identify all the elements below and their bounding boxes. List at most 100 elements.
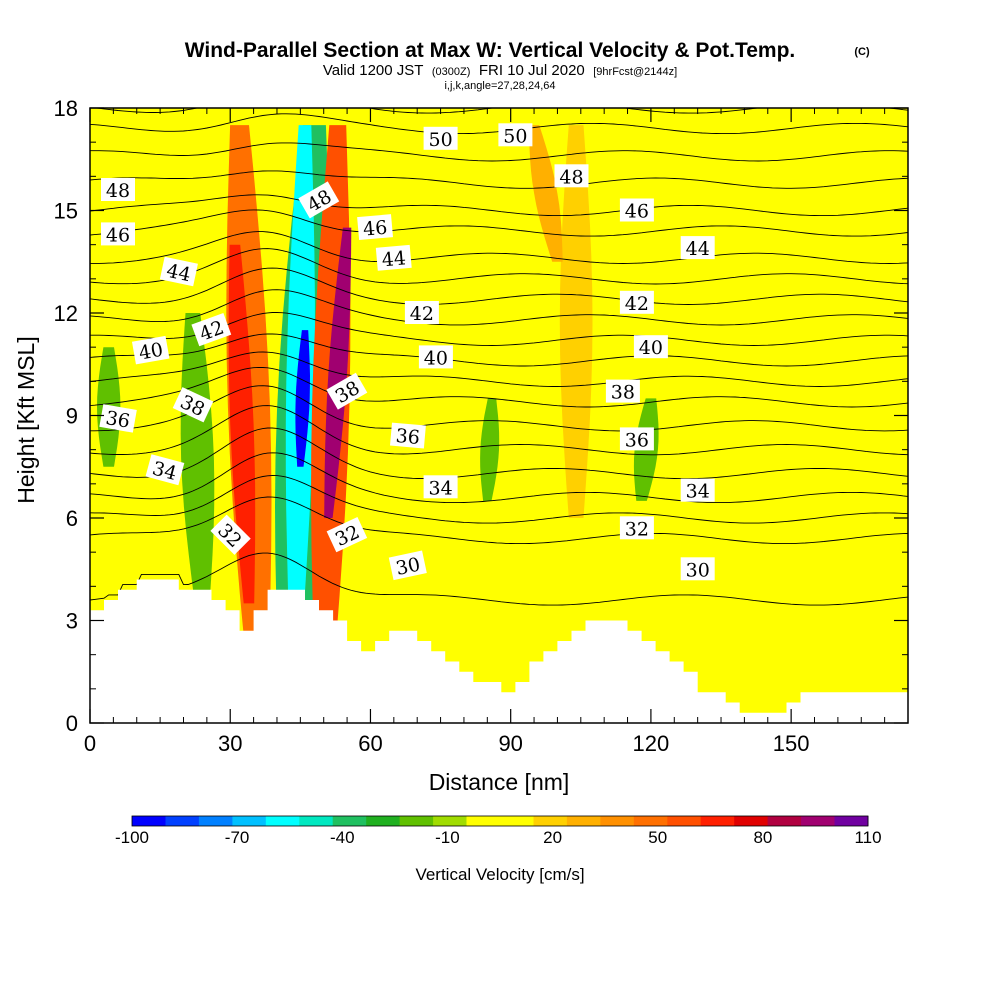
y-tick-label: 9 — [66, 404, 78, 429]
isentrope-label-box — [605, 379, 640, 403]
isentrope-label-46: 46 — [619, 198, 654, 223]
colorbar-swatch — [232, 816, 267, 826]
isentrope-label-text: 50 — [429, 129, 453, 151]
terrain-mask — [90, 579, 908, 723]
isentrope-42 — [90, 267, 908, 305]
isentrope-label-box — [390, 422, 426, 449]
isentrope-39 — [90, 333, 908, 367]
isentrope-31 — [90, 496, 908, 545]
isentrope-label-text: 50 — [503, 125, 527, 147]
isentrope-label-34: 34 — [145, 454, 185, 486]
isentrope-label-box — [326, 517, 368, 553]
isentrope-label-text: 48 — [559, 166, 583, 188]
isentrope-label-text: 30 — [686, 559, 710, 581]
isentrope-label-box — [191, 313, 232, 347]
isentrope-label-44: 44 — [159, 256, 198, 287]
chart-subtitle: Valid 1200 JST (0300Z) FRI 10 Jul 2020 [… — [323, 62, 677, 79]
isentrope-label-text: 42 — [625, 293, 649, 315]
isentrope-label-box — [423, 126, 458, 150]
isentrope-36 — [90, 385, 908, 432]
colorbar-swatch — [633, 816, 668, 826]
isentrope-label-44: 44 — [680, 236, 715, 260]
colorbar-tick-label: 80 — [753, 828, 772, 847]
isentrope-label-38: 38 — [605, 379, 640, 404]
chart-title: Wind-Parallel Section at Max W: Vertical… — [185, 39, 796, 62]
y-tick-label: 6 — [66, 506, 78, 531]
isentrope-label-48: 48 — [101, 178, 135, 202]
isentrope-label-box — [680, 557, 715, 581]
colorbar-swatch — [834, 816, 869, 826]
shading-cell-2 — [295, 330, 310, 467]
isentrope-label-40: 40 — [131, 335, 170, 365]
y-tick-label: 3 — [66, 609, 78, 634]
isentrope-label-40: 40 — [633, 335, 668, 359]
subtitle-valid-time: Valid 1200 JST — [323, 62, 424, 79]
colorbar-swatch — [734, 816, 769, 826]
isentrope-label-50: 50 — [498, 123, 533, 147]
colorbar-swatch — [165, 816, 200, 826]
colorbar-swatch — [366, 816, 401, 826]
isentrope-label-48: 48 — [554, 164, 589, 188]
x-tick-label: 0 — [84, 731, 96, 756]
isentrope-label-46: 46 — [357, 214, 393, 241]
isentrope-label-42: 42 — [404, 301, 439, 325]
isentrope-label-48: 48 — [298, 181, 340, 219]
isentrope-label-box — [633, 335, 668, 359]
x-tick-label: 150 — [773, 731, 810, 756]
isentrope-label-box — [498, 123, 533, 147]
isentrope-label-text: 36 — [104, 407, 132, 433]
colorbar-swatch — [299, 816, 334, 826]
isentrope-34 — [90, 427, 908, 480]
isentrope-45 — [90, 209, 908, 237]
isentrope-label-text: 44 — [381, 247, 407, 271]
isentrope-37 — [90, 366, 908, 408]
isentrope-label-box — [357, 214, 393, 241]
isentrope-label-text: 36 — [625, 429, 649, 451]
isentrope-label-36: 36 — [390, 422, 426, 449]
isentrope-label-46: 46 — [101, 222, 135, 246]
x-axis-label: Distance [nm] — [429, 769, 570, 795]
isentrope-label-box — [172, 387, 214, 423]
isentrope-label-box — [619, 290, 654, 314]
isentrope-label-42: 42 — [619, 290, 654, 315]
x-tick-label: 30 — [218, 731, 242, 756]
isentrope-lines — [90, 108, 908, 606]
isentrope-label-42: 42 — [191, 313, 232, 347]
isentrope-38 — [90, 351, 908, 387]
y-tick-label: 15 — [54, 199, 78, 224]
colorbar-tick-label: -40 — [330, 828, 355, 847]
isentrope-label-box — [418, 345, 453, 369]
isentrope-label-text: 48 — [106, 180, 130, 202]
colorbar-swatch — [198, 816, 233, 826]
isentrope-label-box — [326, 372, 368, 410]
y-axis-label: Height [Kft MSL] — [13, 336, 39, 503]
shading-cell-11 — [559, 125, 593, 518]
isentrope-label-box — [423, 475, 458, 499]
colorbar-swatch — [132, 816, 166, 826]
shading-cell-4 — [228, 244, 256, 604]
colorbar-swatch — [700, 816, 735, 826]
shading-cell-7 — [180, 313, 215, 604]
isentrope-label-box — [680, 478, 715, 502]
colorbar-swatch — [466, 816, 501, 826]
colorbar-tick-label: 50 — [648, 828, 667, 847]
x-tick-label: 60 — [358, 731, 382, 756]
isentrope-label-50: 50 — [423, 126, 458, 151]
isentrope-label-box — [554, 164, 589, 188]
colorbar-swatch — [500, 816, 534, 826]
shading-cell-9 — [480, 398, 500, 501]
colorbar-swatch — [433, 816, 468, 826]
colorbar-swatch — [667, 816, 702, 826]
isentrope-47 — [90, 170, 908, 189]
colorbar-swatch — [399, 816, 434, 826]
isentrope-33 — [90, 452, 908, 504]
colorbar-tick-label: -70 — [225, 828, 250, 847]
isentrope-label-box — [404, 301, 439, 324]
isentrope-label-40: 40 — [418, 345, 453, 369]
colorbar-swatch — [533, 816, 568, 826]
isentrope-label-box — [101, 222, 135, 246]
subtitle-date: FRI 10 Jul 2020 — [479, 62, 585, 79]
isentrope-label-box — [131, 335, 170, 365]
